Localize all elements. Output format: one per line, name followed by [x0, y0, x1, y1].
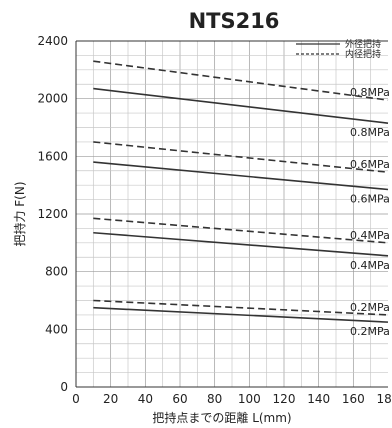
x-tick-label: 120 [273, 392, 296, 406]
series-line [93, 299, 389, 316]
x-tick-label: 180 [377, 392, 392, 406]
series-line [93, 141, 389, 173]
axes [75, 40, 388, 388]
x-tick-label: 100 [238, 392, 261, 406]
y-tick-label: 1600 [37, 149, 68, 163]
legend-label: 外径把持 [345, 38, 381, 50]
series-pressure-label: 0.4MPa [350, 259, 390, 272]
series-labels: 0.8MPa 0.8MPa 0.6MPa 0.6MPa 0.4MPa 0.4MPa 0.2M… [350, 86, 390, 338]
series-line [93, 60, 389, 101]
y-tick-label: 2000 [37, 92, 68, 106]
x-tick-label: 60 [172, 392, 187, 406]
series-line [93, 161, 389, 191]
x-tick-label: 160 [342, 392, 365, 406]
series-pressure-label: 0.6MPa [350, 192, 390, 205]
chart-title: NTS216 [189, 9, 280, 33]
y-tick-label: 1200 [37, 207, 68, 221]
tick-labels: 0 20 40 60 80 100 120 140 160 180 0 400 800 1200 1600 2… [37, 34, 392, 406]
series-lines [93, 60, 389, 323]
y-tick-label: 0 [60, 380, 68, 394]
series-line [93, 217, 389, 244]
y-tick-label: 800 [45, 265, 68, 279]
series-pressure-label: 0.2MPa [350, 325, 390, 338]
y-axis-label: 把持力 F(N) [12, 181, 27, 246]
x-tick-label: 20 [103, 392, 118, 406]
series-line [93, 87, 389, 124]
series-pressure-label: 0.8MPa [350, 126, 390, 139]
y-tick-label: 2400 [37, 34, 68, 48]
legend-label: 内径把持 [345, 48, 381, 60]
x-tick-label: 80 [207, 392, 222, 406]
series-pressure-label: 0.2MPa [350, 301, 390, 314]
chart-grid [76, 41, 388, 387]
series-pressure-label: 0.4MPa [350, 229, 390, 242]
y-tick-label: 400 [45, 322, 68, 336]
series-line [93, 231, 389, 257]
series-pressure-label: 0.8MPa [350, 86, 390, 99]
series-pressure-label: 0.6MPa [350, 158, 390, 171]
x-axis-label: 把持点までの距離 L(mm) [152, 410, 291, 425]
x-tick-label: 40 [138, 392, 153, 406]
x-tick-label: 0 [72, 392, 80, 406]
series-line [93, 306, 389, 323]
x-tick-label: 140 [307, 392, 330, 406]
